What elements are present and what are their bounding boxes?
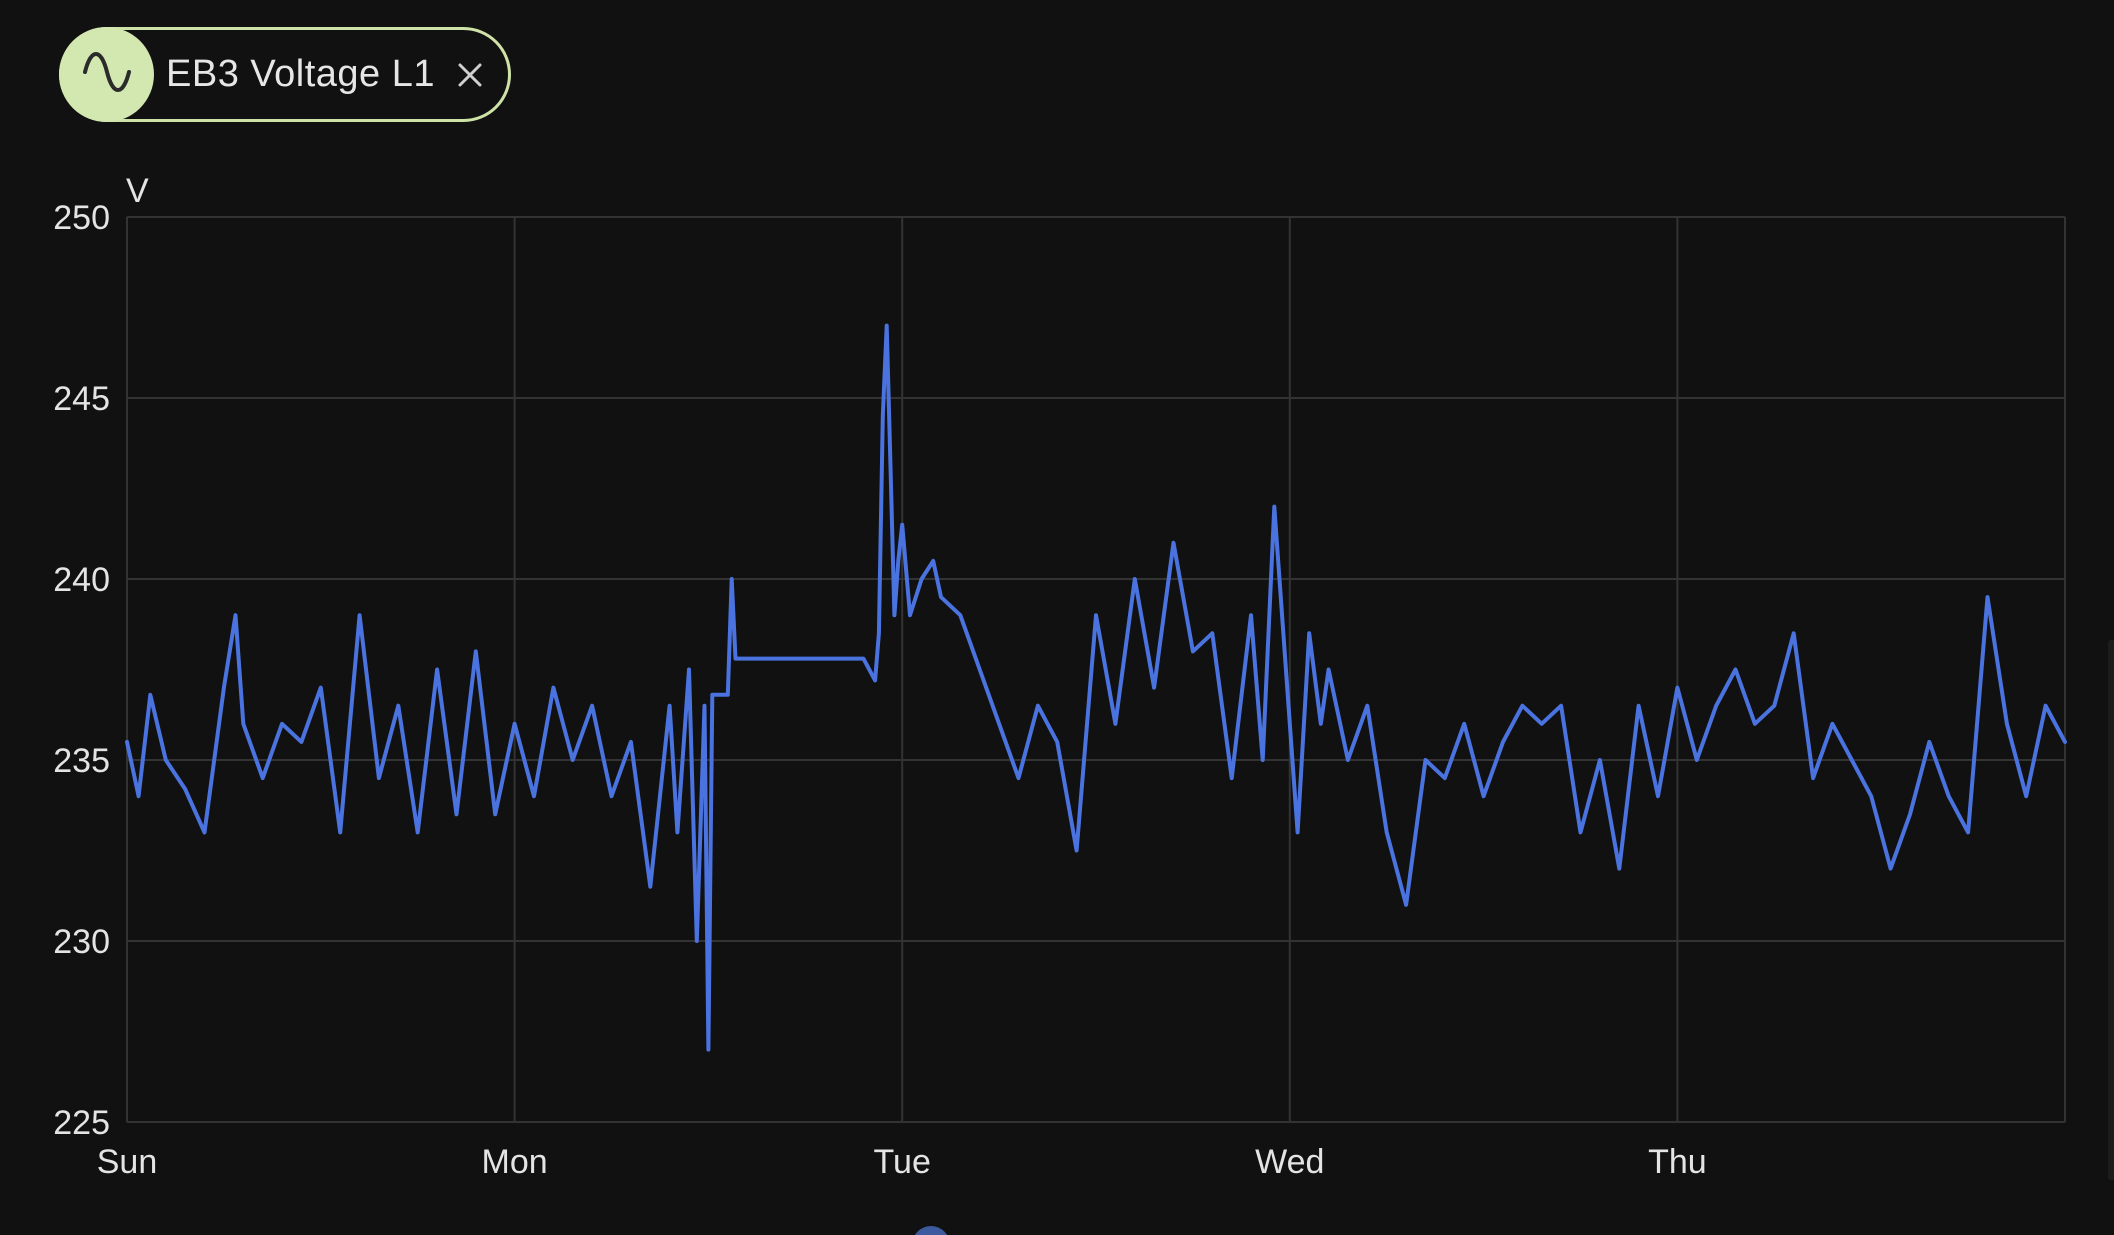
y-tick-label: 250 (53, 199, 110, 237)
y-tick-label: 230 (53, 923, 110, 961)
y-axis-unit-label: V (126, 172, 149, 210)
y-axis-ticks: 225 230 235 240 245 250 (53, 199, 110, 1142)
y-tick-label: 245 (53, 380, 110, 418)
x-tick-label: Thu (1648, 1143, 1707, 1181)
series-line-eb3-voltage-l1 (125, 323, 2067, 1052)
x-axis-ticks: Sun Mon Tue Wed Thu (97, 1143, 1707, 1181)
y-tick-label: 225 (53, 1104, 110, 1142)
legend-chip-eb3-voltage-l1[interactable]: EB3 Voltage L1 (59, 27, 511, 122)
x-tick-label: Wed (1255, 1143, 1324, 1181)
x-tick-label: Mon (482, 1143, 548, 1181)
close-icon[interactable] (452, 57, 488, 93)
scroll-indicator-dot (912, 1226, 950, 1235)
legend-chip-avatar (59, 27, 154, 122)
side-panel-edge (2108, 640, 2114, 1180)
x-tick-label: Tue (874, 1143, 931, 1181)
y-tick-label: 235 (53, 742, 110, 780)
x-tick-label: Sun (97, 1143, 158, 1181)
y-tick-label: 240 (53, 561, 110, 599)
series-layer (125, 323, 2067, 1052)
sine-wave-icon (79, 44, 135, 105)
legend-chip-label: EB3 Voltage L1 (166, 53, 435, 95)
grid-lines (126, 216, 2066, 1123)
